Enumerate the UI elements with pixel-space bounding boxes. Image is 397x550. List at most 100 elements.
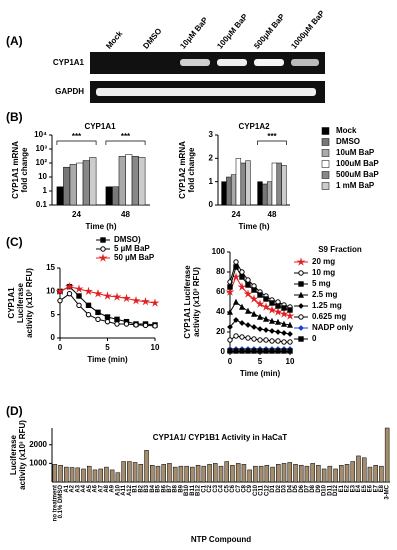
marker [239, 269, 245, 275]
bar [310, 463, 315, 483]
bar [333, 468, 338, 483]
x-tick-label: B1 [133, 484, 139, 492]
marker [237, 282, 247, 291]
marker [251, 348, 257, 354]
x-tick-label: D12 [333, 484, 339, 496]
bar [361, 457, 367, 483]
marker [150, 298, 160, 307]
x-tick-label: D1 [270, 484, 276, 492]
x-tick-label: A9 [110, 484, 116, 492]
marker [287, 339, 293, 345]
bar [262, 183, 268, 206]
bar [235, 463, 241, 483]
marker [245, 335, 251, 341]
x-tick-label: D9 [316, 484, 322, 492]
marker [141, 296, 150, 306]
x-tick-label: A11 [121, 484, 127, 495]
x-tick-label: C3 [213, 484, 219, 492]
x-tick-label: A2 [70, 484, 76, 492]
legend-label: 10uM BaP [336, 148, 375, 157]
marker [233, 317, 239, 323]
legend-marker [100, 246, 106, 252]
marker [104, 314, 111, 320]
legend-marker [98, 253, 108, 262]
legend-swatch [321, 160, 330, 168]
bar [58, 464, 63, 483]
marker [245, 277, 251, 283]
legend-label: 5 µM BaP [114, 244, 150, 253]
y-tick-label: 100 [212, 247, 226, 256]
marker [269, 338, 275, 344]
marker [231, 272, 241, 281]
marker [274, 318, 282, 325]
bar [115, 472, 121, 483]
marker [232, 298, 240, 305]
marker [275, 348, 281, 354]
marker [152, 323, 158, 329]
y-axis-label: fold change [20, 147, 29, 192]
marker [226, 308, 234, 315]
marker [267, 305, 277, 314]
y-tick-label: 20 [216, 327, 225, 336]
y-axis-label: CYP1A2 mRNA [178, 141, 187, 199]
bar [367, 466, 373, 483]
bar [184, 465, 189, 483]
y-tick-label: 1 [209, 177, 214, 186]
bar [257, 181, 263, 206]
bar [298, 464, 304, 483]
marker [245, 282, 251, 288]
x-tick-label: C10 [253, 484, 259, 496]
panel-label: (D) [6, 404, 23, 418]
bracket [257, 140, 287, 145]
marker [225, 287, 235, 296]
marker [104, 318, 111, 325]
x-tick-label: 3-MC [385, 484, 391, 499]
x-tick-label: A10 [115, 484, 121, 496]
bar [89, 157, 97, 206]
marker [112, 292, 122, 301]
bar [207, 464, 212, 483]
bar [230, 464, 235, 483]
chart-title: CYP1A1/ CYP1B1 Activity in HaCaT [153, 433, 288, 442]
marker [245, 348, 251, 354]
y-tick-label: 10³ [35, 144, 47, 153]
bar [56, 186, 64, 206]
y-axis-label: CYP1A1 Luciferase [183, 265, 192, 339]
marker [263, 296, 269, 302]
y-axis-label: fold change [187, 147, 196, 192]
x-tick-label: 0 [58, 343, 63, 352]
marker [95, 309, 101, 316]
panel-label: (A) [6, 34, 23, 48]
x-tick-label: E8 [379, 484, 385, 492]
bar [224, 461, 229, 483]
gel-band [217, 59, 247, 66]
x-tick-label: C6 [230, 484, 236, 492]
marker [122, 293, 131, 303]
bar [104, 466, 109, 483]
legend-label: 5 mg [312, 279, 331, 288]
x-axis-label: Time (h) [86, 222, 117, 231]
bar [195, 464, 201, 483]
gel-band [254, 59, 284, 66]
marker [114, 321, 120, 327]
x-tick-label: 48 [121, 210, 130, 219]
bar [201, 465, 207, 483]
bar [190, 466, 195, 483]
bar [247, 469, 252, 483]
bar [105, 186, 113, 206]
marker [280, 320, 288, 327]
x-tick-label: B7 [167, 484, 173, 492]
chart-title: CYP1A1 [84, 122, 116, 131]
legend-marker [297, 291, 305, 298]
bar [138, 464, 144, 483]
bar [230, 174, 237, 206]
bar [241, 464, 247, 483]
marker [263, 327, 269, 333]
marker [233, 259, 239, 265]
legend-swatch [321, 182, 330, 190]
marker [285, 311, 295, 320]
legend-label: DMSO [336, 137, 360, 146]
bar [356, 455, 361, 483]
x-tick-label: B4 [150, 484, 156, 492]
